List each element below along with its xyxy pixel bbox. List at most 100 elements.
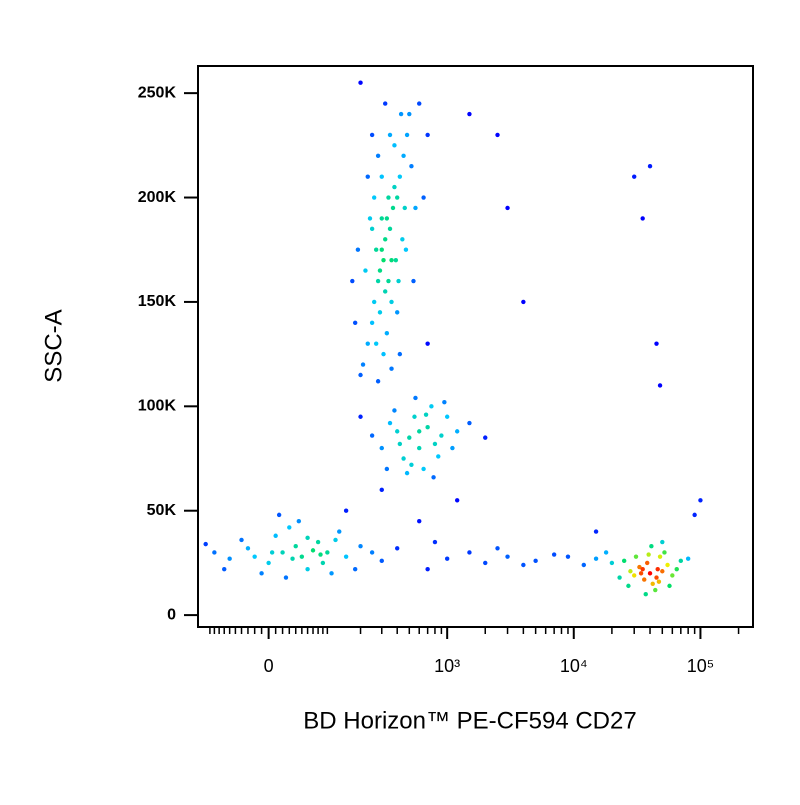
event-dot — [593, 556, 599, 561]
event-dot — [467, 420, 472, 426]
event-dot — [654, 341, 659, 346]
event-dot — [425, 341, 430, 346]
event-dot — [674, 566, 679, 572]
event-dot — [645, 560, 650, 566]
event-dot — [266, 560, 271, 566]
event-dot — [305, 535, 310, 541]
event-dot — [369, 226, 375, 232]
event-dot — [387, 132, 393, 138]
event-dot — [373, 247, 379, 252]
event-dot — [358, 544, 363, 549]
event-dot — [638, 571, 644, 576]
event-dot — [395, 310, 400, 315]
event-dot — [505, 205, 510, 211]
event-dot — [621, 558, 627, 564]
event-dot — [643, 592, 648, 597]
event-dot — [431, 475, 436, 480]
event-dot — [320, 560, 326, 566]
event-dot — [352, 320, 358, 326]
event-dot — [387, 226, 393, 232]
event-dot — [413, 205, 418, 211]
event-dot — [409, 462, 414, 467]
event-dot — [379, 487, 384, 493]
event-dot — [369, 550, 375, 555]
y-tick-label: 100K — [138, 398, 177, 415]
event-dot — [283, 575, 289, 580]
event-dot — [358, 372, 363, 378]
event-dot — [421, 195, 426, 200]
event-dot — [352, 566, 358, 572]
event-dot — [379, 174, 384, 179]
event-dot — [392, 143, 397, 148]
event-dot — [402, 205, 407, 211]
event-dot — [417, 518, 422, 524]
y-axis-label: SSC-A — [40, 309, 67, 382]
event-dot — [593, 529, 599, 534]
event-dot — [533, 558, 538, 564]
event-dot — [401, 153, 406, 158]
event-dot — [358, 414, 363, 419]
event-dot — [389, 299, 394, 305]
event-dot — [647, 571, 653, 576]
event-dot — [310, 548, 316, 553]
event-dot — [436, 454, 441, 459]
event-dot — [343, 554, 349, 559]
event-dot — [333, 537, 338, 543]
event-dot — [379, 558, 384, 564]
event-dot — [383, 101, 388, 106]
event-dot — [665, 562, 670, 568]
event-dot — [325, 550, 330, 555]
event-dot — [425, 424, 430, 430]
event-dot — [400, 237, 405, 242]
event-dot — [657, 383, 663, 388]
event-dot — [293, 544, 298, 549]
event-dot — [670, 573, 675, 578]
event-dot — [646, 552, 651, 557]
event-dot — [633, 554, 639, 559]
event-dot — [377, 310, 383, 315]
event-dot — [678, 558, 684, 564]
event-dot — [397, 351, 403, 357]
event-dot — [371, 299, 377, 305]
event-dot — [212, 550, 217, 555]
event-dot — [290, 556, 295, 561]
event-dot — [417, 429, 422, 434]
event-dot — [404, 132, 410, 138]
event-dot — [269, 550, 275, 555]
event-dot — [467, 550, 472, 555]
event-dot — [442, 399, 447, 405]
event-dot — [375, 278, 381, 284]
y-tick-label: 50K — [147, 502, 177, 519]
event-dot — [483, 560, 488, 566]
event-dot — [632, 573, 637, 578]
x-tick-label: 10⁵ — [687, 656, 714, 676]
event-dot — [384, 466, 390, 472]
event-dot — [384, 216, 390, 221]
event-dot — [417, 101, 422, 106]
event-dot — [429, 404, 434, 409]
x-axis-label: BD Horizon™ PE-CF594 CD27 — [303, 707, 636, 734]
event-dot — [657, 554, 663, 559]
event-dot — [656, 579, 662, 584]
event-dot — [450, 445, 455, 451]
event-dot — [227, 556, 232, 561]
event-dot — [358, 80, 363, 85]
event-dot — [239, 537, 244, 543]
plot-frame — [197, 65, 754, 628]
event-dot — [369, 320, 375, 326]
event-dot — [363, 268, 368, 273]
event-dot — [662, 550, 667, 555]
event-dot — [483, 435, 488, 440]
event-dot — [425, 132, 430, 138]
event-dot — [404, 470, 410, 476]
event-dot — [360, 362, 366, 367]
event-dot — [413, 395, 418, 401]
event-dot — [617, 575, 622, 580]
event-dot — [423, 412, 429, 417]
y-tick-label: 200K — [138, 189, 177, 206]
event-dot — [371, 195, 377, 200]
event-dot — [637, 564, 642, 570]
y-tick-label: 250K — [138, 84, 177, 101]
event-dot — [296, 518, 302, 524]
event-dot — [660, 539, 665, 545]
